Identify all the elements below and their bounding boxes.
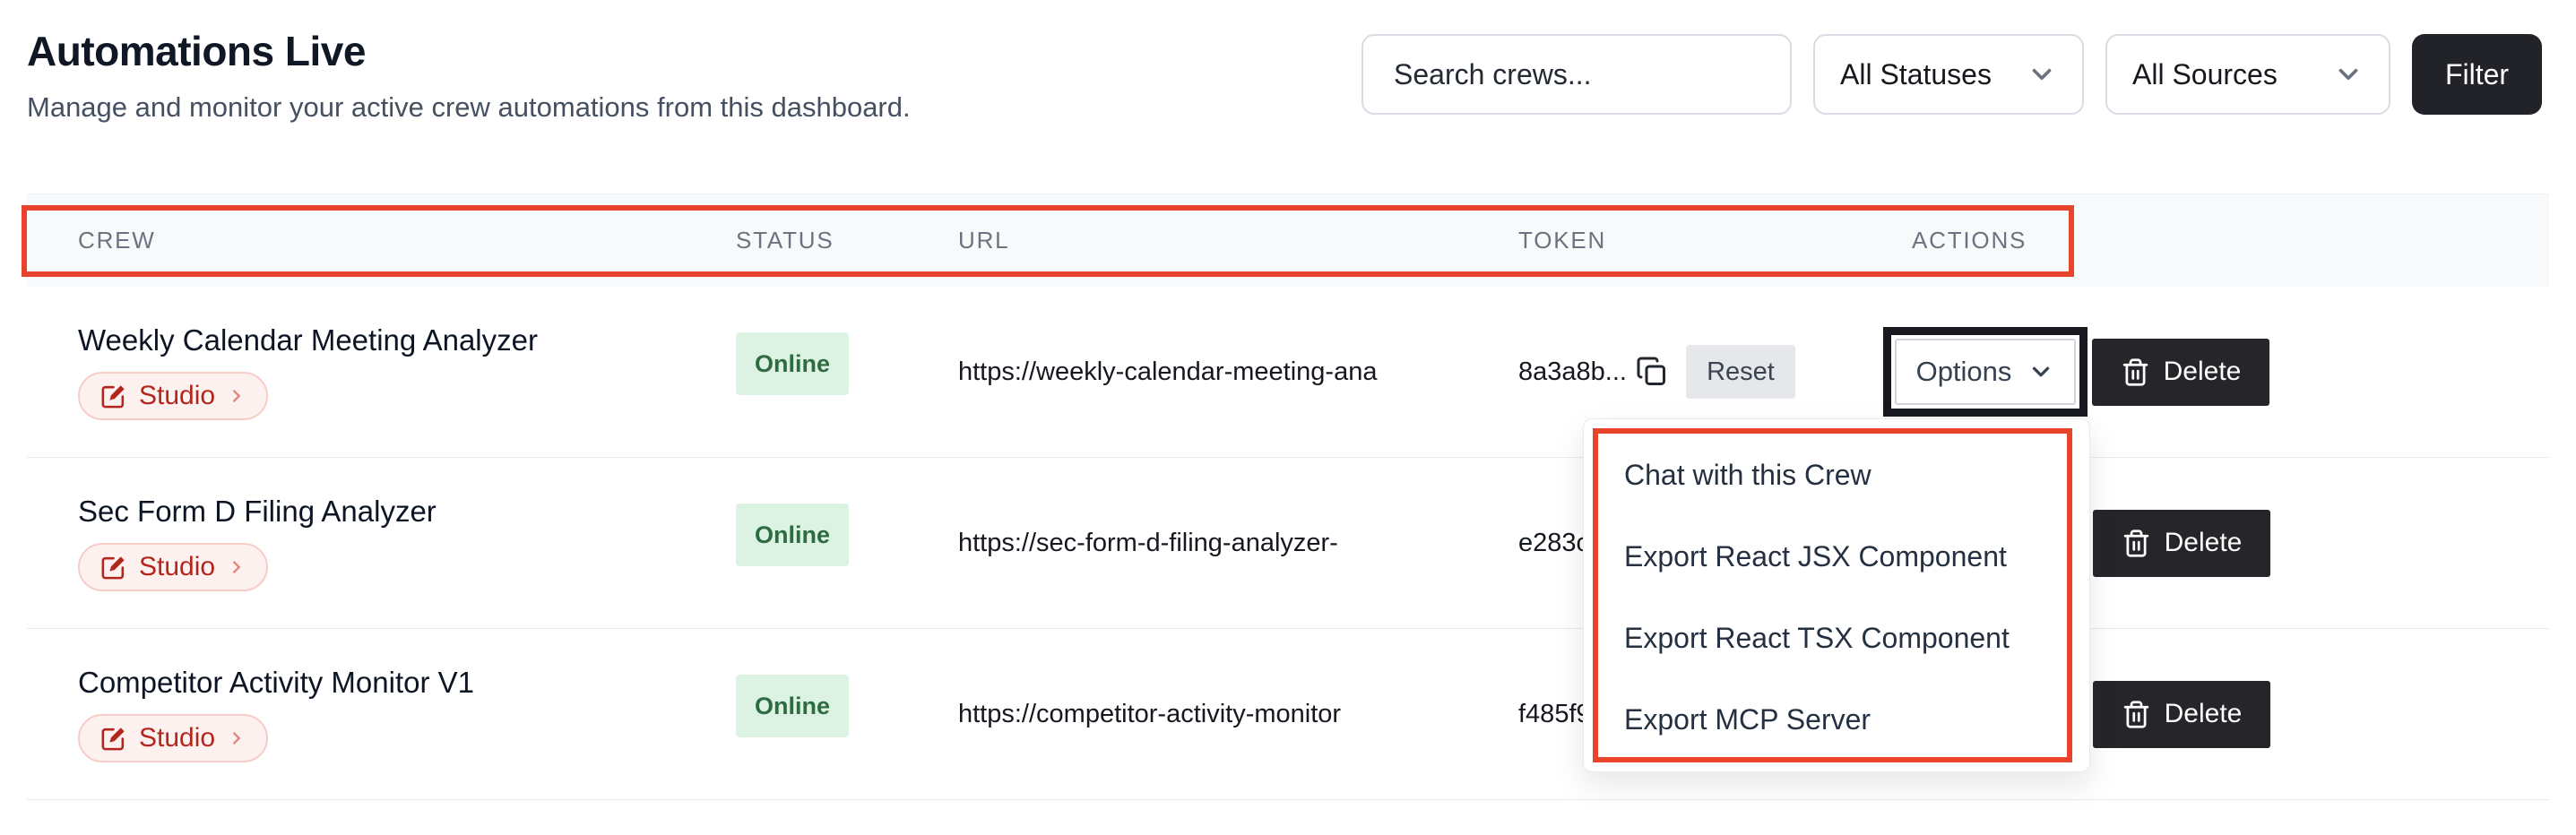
filter-button[interactable]: Filter: [2412, 34, 2542, 115]
crew-name: Competitor Activity Monitor V1: [78, 666, 474, 699]
status-badge: Online: [736, 675, 850, 737]
table-row: Competitor Activity Monitor V1 Studio On…: [27, 629, 2549, 800]
options-dropdown-menu: Chat with this Crew Export React JSX Com…: [1583, 418, 2090, 772]
options-button-label: Options: [1915, 356, 2012, 387]
studio-badge[interactable]: Studio: [78, 714, 269, 762]
column-header-crew: CREW: [78, 227, 156, 254]
token-value: 8a3a8b...: [1518, 357, 1627, 386]
chevron-down-icon: [2032, 68, 2052, 81]
delete-button[interactable]: Delete: [2093, 509, 2270, 577]
studio-badge-label: Studio: [139, 381, 216, 410]
page-title: Automations Live: [27, 28, 366, 74]
status-badge: Online: [736, 504, 850, 566]
reset-token-button[interactable]: Reset: [1685, 345, 1795, 399]
chevron-right-icon: [233, 561, 241, 573]
trash-icon: [2123, 700, 2148, 728]
delete-button[interactable]: Delete: [2092, 338, 2269, 406]
trash-icon: [2123, 529, 2148, 557]
studio-badge[interactable]: Studio: [78, 372, 269, 420]
token-value: f485f9: [1518, 699, 1591, 728]
menu-item-export-jsx[interactable]: Export React JSX Component: [1624, 540, 2007, 572]
delete-button-label: Delete: [2164, 528, 2243, 557]
source-filter-value: All Sources: [2132, 57, 2278, 90]
delete-button-label: Delete: [2164, 699, 2243, 728]
chevron-down-icon: [2033, 366, 2050, 377]
crew-name: Weekly Calendar Meeting Analyzer: [78, 323, 538, 357]
status-badge: Online: [736, 332, 850, 395]
chevron-down-icon: [2338, 68, 2358, 81]
delete-button[interactable]: Delete: [2093, 680, 2270, 748]
crew-url: https://competitor-activity-monitor: [958, 699, 1342, 728]
options-button[interactable]: Options: [1895, 339, 2076, 405]
studio-badge-label: Studio: [139, 723, 216, 753]
column-header-url: URL: [958, 227, 1010, 254]
table-row: Weekly Calendar Meeting Analyzer Studio …: [27, 287, 2549, 458]
crew-name: Sec Form D Filing Analyzer: [78, 495, 437, 528]
annotation-box-options: Options: [1883, 327, 2088, 417]
column-header-actions: ACTIONS: [1912, 227, 2027, 254]
edit-icon: [101, 555, 125, 579]
edit-icon: [101, 384, 125, 408]
delete-button-label: Delete: [2163, 357, 2242, 386]
studio-badge-label: Studio: [139, 552, 216, 581]
status-filter-value: All Statuses: [1840, 57, 1992, 90]
status-filter-select[interactable]: All Statuses: [1813, 34, 2084, 115]
menu-item-export-mcp[interactable]: Export MCP Server: [1624, 703, 1871, 736]
copy-icon: [1637, 357, 1665, 385]
column-header-status: STATUS: [736, 227, 834, 254]
table-header: CREW STATUS URL TOKEN ACTIONS: [27, 194, 2549, 287]
page-subtitle: Manage and monitor your active crew auto…: [27, 91, 911, 123]
studio-badge[interactable]: Studio: [78, 543, 269, 591]
search-input[interactable]: [1361, 34, 1792, 115]
menu-item-chat-with-crew[interactable]: Chat with this Crew: [1624, 459, 1871, 491]
crew-url: https://weekly-calendar-meeting-ana: [958, 357, 1378, 386]
crew-url: https://sec-form-d-filing-analyzer-: [958, 528, 1338, 557]
trash-icon: [2122, 357, 2148, 386]
column-header-token: TOKEN: [1518, 227, 1607, 254]
edit-icon: [101, 727, 125, 750]
menu-item-export-tsx[interactable]: Export React TSX Component: [1624, 622, 2010, 654]
copy-token-button[interactable]: [1636, 356, 1668, 388]
chevron-right-icon: [233, 390, 241, 402]
table-row: Sec Form D Filing Analyzer Studio Online…: [27, 458, 2549, 629]
automations-table: CREW STATUS URL TOKEN ACTIONS Weekly Cal…: [27, 194, 2549, 800]
token-value: e283c: [1518, 528, 1590, 557]
chevron-right-icon: [233, 732, 241, 745]
filter-controls: All Statuses All Sources Filter: [1361, 34, 2542, 115]
source-filter-select[interactable]: All Sources: [2105, 34, 2390, 115]
